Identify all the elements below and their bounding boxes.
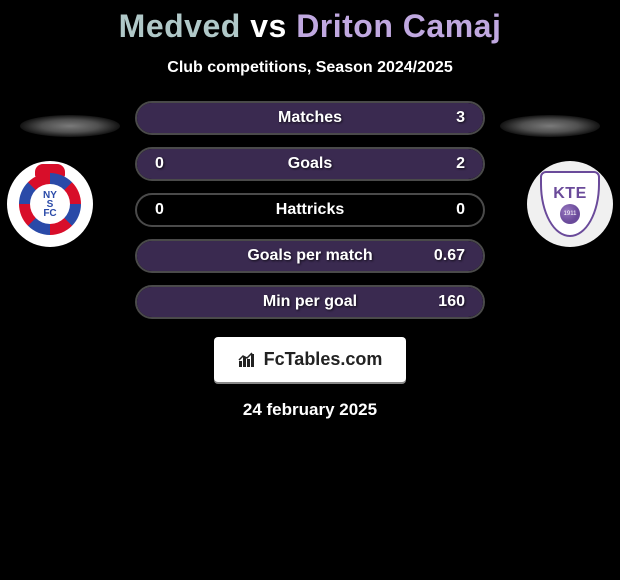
club-badge-left-line3: FC xyxy=(43,209,56,218)
stat-row: Matches 3 xyxy=(135,101,485,135)
player2-silhouette xyxy=(500,115,600,137)
left-column: NY S FC xyxy=(15,101,125,247)
stat-label: Goals per match xyxy=(247,247,372,265)
right-column: KTE 1911 xyxy=(495,101,605,247)
page-title: Medved vs Driton Camaj xyxy=(119,8,502,45)
stat-label: Matches xyxy=(278,109,342,127)
stat-row: 0 Hattricks 0 xyxy=(135,193,485,227)
player2-name: Driton Camaj xyxy=(296,8,501,44)
club-badge-right-text: KTE xyxy=(553,185,587,203)
stat-right-value: 160 xyxy=(438,293,465,311)
stat-right-value: 0.67 xyxy=(434,247,465,265)
stat-right-value: 3 xyxy=(456,109,465,127)
club-badge-right-ball: 1911 xyxy=(560,204,580,224)
player1-name: Medved xyxy=(119,8,241,44)
stat-row: 0 Goals 2 xyxy=(135,147,485,181)
club-badge-right-year: 1911 xyxy=(564,211,577,217)
bar-chart-icon xyxy=(238,351,258,369)
stat-label: Min per goal xyxy=(263,293,357,311)
club-badge-right-inner: KTE 1911 xyxy=(540,171,600,237)
stat-row: Goals per match 0.67 xyxy=(135,239,485,273)
stat-row: Min per goal 160 xyxy=(135,285,485,319)
subtitle: Club competitions, Season 2024/2025 xyxy=(167,59,452,77)
club-badge-left-text: NY S FC xyxy=(30,184,70,224)
brand-badge[interactable]: FcTables.com xyxy=(214,337,407,382)
club-badge-left: NY S FC xyxy=(7,161,93,247)
brand-text: FcTables.com xyxy=(264,349,383,370)
stats-list: Matches 3 0 Goals 2 0 Hattricks 0 xyxy=(135,101,485,319)
comparison-card: Medved vs Driton Camaj Club competitions… xyxy=(0,0,620,420)
club-badge-left-inner: NY S FC xyxy=(19,173,81,235)
club-badge-right: KTE 1911 xyxy=(527,161,613,247)
stat-right-value: 2 xyxy=(456,155,465,173)
date-label: 24 february 2025 xyxy=(243,400,377,420)
player1-silhouette xyxy=(20,115,120,137)
stat-left-value: 0 xyxy=(155,155,164,173)
stat-label: Hattricks xyxy=(276,201,344,219)
stat-right-value: 0 xyxy=(456,201,465,219)
stat-label: Goals xyxy=(288,155,332,173)
stat-left-value: 0 xyxy=(155,201,164,219)
vs-label: vs xyxy=(250,8,287,44)
comparison-body: NY S FC Matches 3 0 Goals 2 xyxy=(0,101,620,319)
